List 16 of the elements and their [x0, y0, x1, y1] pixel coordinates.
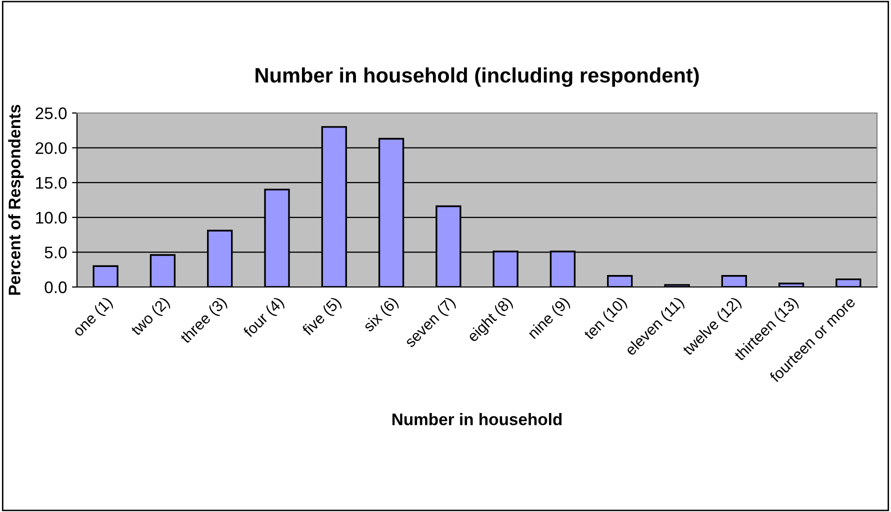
x-tick-label: four (4) [242, 296, 286, 340]
y-tick-label: 0.0 [44, 281, 67, 294]
y-tick-label: 15.0 [36, 177, 67, 189]
y-tick-label: 25.0 [36, 107, 67, 120]
x-tick-label: nine (9) [526, 296, 572, 342]
y-tick-label: 10.0 [36, 212, 67, 224]
x-axis-title: Number in household [392, 413, 562, 426]
x-tick-label: ten (10) [582, 296, 630, 342]
chart-title: Number in household (including respondent) [256, 67, 699, 87]
x-tick-label: one (1) [72, 296, 115, 340]
x-tick-label: six (6) [362, 296, 401, 335]
x-tick-label: five (5) [301, 296, 344, 338]
y-tick-label: 20.0 [36, 142, 67, 154]
y-axis-title: Percent of Respondents [8, 104, 24, 295]
x-tick-label: two (2) [130, 296, 172, 338]
y-tick-label: 5.0 [44, 246, 67, 258]
